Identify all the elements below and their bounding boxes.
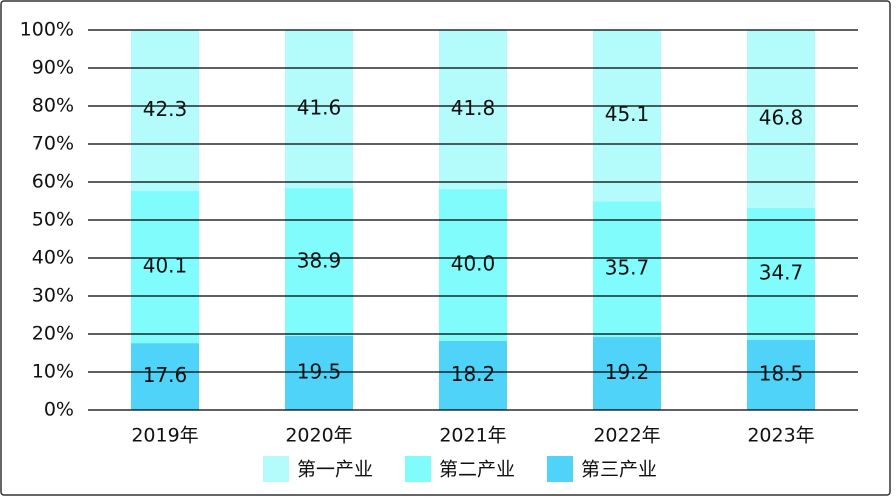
bar-segment <box>593 30 661 202</box>
bar-segment <box>285 30 353 189</box>
y-tick-label: 80% <box>32 95 74 117</box>
y-tick-label: 100% <box>20 19 74 41</box>
data-label: 41.8 <box>451 96 496 120</box>
y-tick-label: 10% <box>32 361 74 383</box>
data-label: 35.7 <box>605 256 650 280</box>
data-label: 17.6 <box>143 363 188 387</box>
bar-segment <box>593 201 661 338</box>
y-tick-label: 0% <box>44 399 74 421</box>
y-tick-label: 50% <box>32 209 74 231</box>
legend-label: 第二产业 <box>439 459 515 481</box>
legend-label: 第一产业 <box>297 459 373 481</box>
data-label: 18.2 <box>451 362 496 386</box>
data-label: 40.1 <box>143 253 188 277</box>
bar-segment <box>593 337 661 410</box>
bar-segment <box>131 343 199 410</box>
data-label: 18.5 <box>759 361 804 385</box>
bar-segment <box>439 340 507 410</box>
y-tick-label: 20% <box>32 323 74 345</box>
bar-segment <box>131 190 199 344</box>
bar-segment <box>439 30 507 189</box>
y-tick-label: 70% <box>32 133 74 155</box>
x-tick-label: 2022年 <box>593 425 660 447</box>
y-tick-label: 30% <box>32 285 74 307</box>
data-label: 19.5 <box>297 359 342 383</box>
data-label: 38.9 <box>297 248 342 272</box>
bar-segment <box>285 335 353 410</box>
legend-swatch <box>263 456 289 482</box>
data-label: 41.6 <box>297 96 342 120</box>
bar-segment <box>439 188 507 341</box>
data-label: 42.3 <box>143 97 188 121</box>
legend-label: 第三产业 <box>581 459 657 481</box>
y-tick-label: 90% <box>32 57 74 79</box>
data-label: 19.2 <box>605 360 650 384</box>
bar-segment <box>285 188 353 336</box>
legend-swatch <box>405 456 431 482</box>
data-label: 45.1 <box>605 102 650 126</box>
data-label: 40.0 <box>451 251 496 275</box>
bar-segment <box>747 207 815 340</box>
legend-swatch <box>547 456 573 482</box>
data-label: 34.7 <box>759 260 804 284</box>
x-tick-label: 2019年 <box>131 425 198 447</box>
y-tick-label: 60% <box>32 171 74 193</box>
y-tick-label: 40% <box>32 247 74 269</box>
x-tick-label: 2023年 <box>747 425 814 447</box>
bar-segment <box>747 339 815 410</box>
bar-segment <box>747 30 815 208</box>
bar-segment <box>131 30 199 191</box>
x-tick-label: 2020年 <box>285 425 352 447</box>
x-tick-label: 2021年 <box>439 425 506 447</box>
data-label: 46.8 <box>759 105 804 129</box>
